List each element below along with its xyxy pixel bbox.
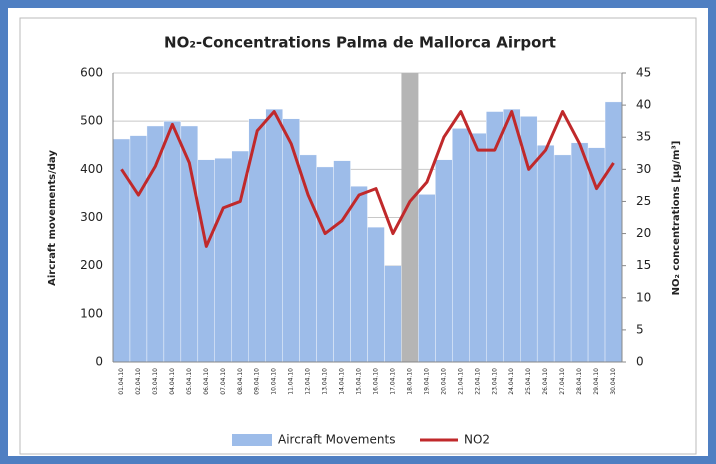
y-tick-label: 100 <box>80 306 103 320</box>
x-tick-label: 24.04.10 <box>508 368 515 395</box>
x-tick-label: 19.04.10 <box>423 368 430 395</box>
y-tick-label: 300 <box>80 210 103 224</box>
legend-swatch <box>232 434 272 446</box>
y-tick-label: 0 <box>95 355 103 369</box>
x-tick-label: 17.04.10 <box>389 368 396 395</box>
y-axis-label: Aircraft movements/day <box>47 150 58 286</box>
y-tick-label: 500 <box>80 114 103 128</box>
x-tick-label: 05.04.10 <box>186 368 193 395</box>
x-tick-label: 04.04.10 <box>169 368 176 395</box>
y-tick-label: 600 <box>80 66 103 80</box>
bar <box>112 138 131 363</box>
bar <box>469 133 487 363</box>
x-tick-label: 06.04.10 <box>203 368 210 395</box>
x-tick-label: 28.04.10 <box>576 368 583 395</box>
y-tick-label: 200 <box>80 258 103 272</box>
x-tick-label: 23.04.10 <box>491 368 498 395</box>
bar <box>146 125 165 363</box>
bar <box>163 120 182 363</box>
x-tick-label: 18.04.10 <box>406 368 413 395</box>
bar <box>553 154 572 363</box>
x-tick-label: 12.04.10 <box>305 368 312 395</box>
x-tick-label: 10.04.10 <box>271 368 278 395</box>
y2-tick-label: 20 <box>636 226 651 240</box>
x-tick-label: 27.04.10 <box>559 368 566 395</box>
highlight-band <box>401 73 419 362</box>
x-tick-label: 14.04.10 <box>339 368 346 395</box>
y2-tick-label: 25 <box>636 194 651 208</box>
y2-tick-label: 0 <box>636 355 644 369</box>
x-tick-label: 16.04.10 <box>372 368 379 395</box>
legend-label: Aircraft Movements <box>278 433 395 447</box>
y2-tick-label: 35 <box>636 130 651 144</box>
x-tick-label: 15.04.10 <box>356 368 363 395</box>
x-tick-label: 07.04.10 <box>220 368 227 395</box>
bar <box>265 108 283 363</box>
chart-title: NO₂-Concentrations Palma de Mallorca Air… <box>164 34 556 52</box>
x-tick-label: 11.04.10 <box>288 368 295 395</box>
y2-tick-label: 10 <box>636 290 651 304</box>
bar <box>570 142 589 363</box>
bar <box>299 154 317 363</box>
line <box>120 110 615 248</box>
x-tick-label: 20.04.10 <box>440 368 447 395</box>
bar <box>282 118 300 363</box>
bar <box>129 135 148 363</box>
y2-tick-label: 15 <box>636 258 651 272</box>
x-tick-label: 22.04.10 <box>474 368 481 395</box>
bar <box>367 226 385 363</box>
bar <box>316 166 334 363</box>
x-tick-label: 25.04.10 <box>525 368 532 395</box>
bar <box>503 108 521 363</box>
y2-tick-label: 5 <box>636 322 644 336</box>
x-tick-label: 03.04.10 <box>152 368 159 395</box>
x-tick-label: 13.04.10 <box>322 368 329 395</box>
bar <box>350 185 368 363</box>
x-tick-label: 08.04.10 <box>237 368 244 395</box>
x-tick-label: 02.04.10 <box>135 368 142 395</box>
bar <box>418 194 436 363</box>
bar <box>384 265 402 363</box>
y2-tick-label: 30 <box>636 162 651 176</box>
y2-tick-label: 40 <box>636 98 651 112</box>
y-tick-label: 400 <box>80 162 103 176</box>
y2-axis-label: NO₂ concentrations [µg/m³] <box>671 141 682 296</box>
x-tick-label: 21.04.10 <box>457 368 464 395</box>
bar <box>452 128 470 363</box>
legend-label: NO2 <box>464 433 490 447</box>
bar <box>435 159 453 363</box>
x-tick-label: 01.04.10 <box>118 368 125 395</box>
bar <box>604 101 623 363</box>
bar <box>333 160 351 363</box>
x-tick-label: 09.04.10 <box>254 368 261 395</box>
y2-tick-label: 45 <box>636 66 651 80</box>
bar <box>197 159 215 363</box>
x-tick-label: 29.04.10 <box>593 368 600 395</box>
x-tick-label: 26.04.10 <box>542 368 549 395</box>
bar <box>214 158 232 363</box>
x-tick-label: 30.04.10 <box>610 368 617 395</box>
bar <box>536 145 555 363</box>
